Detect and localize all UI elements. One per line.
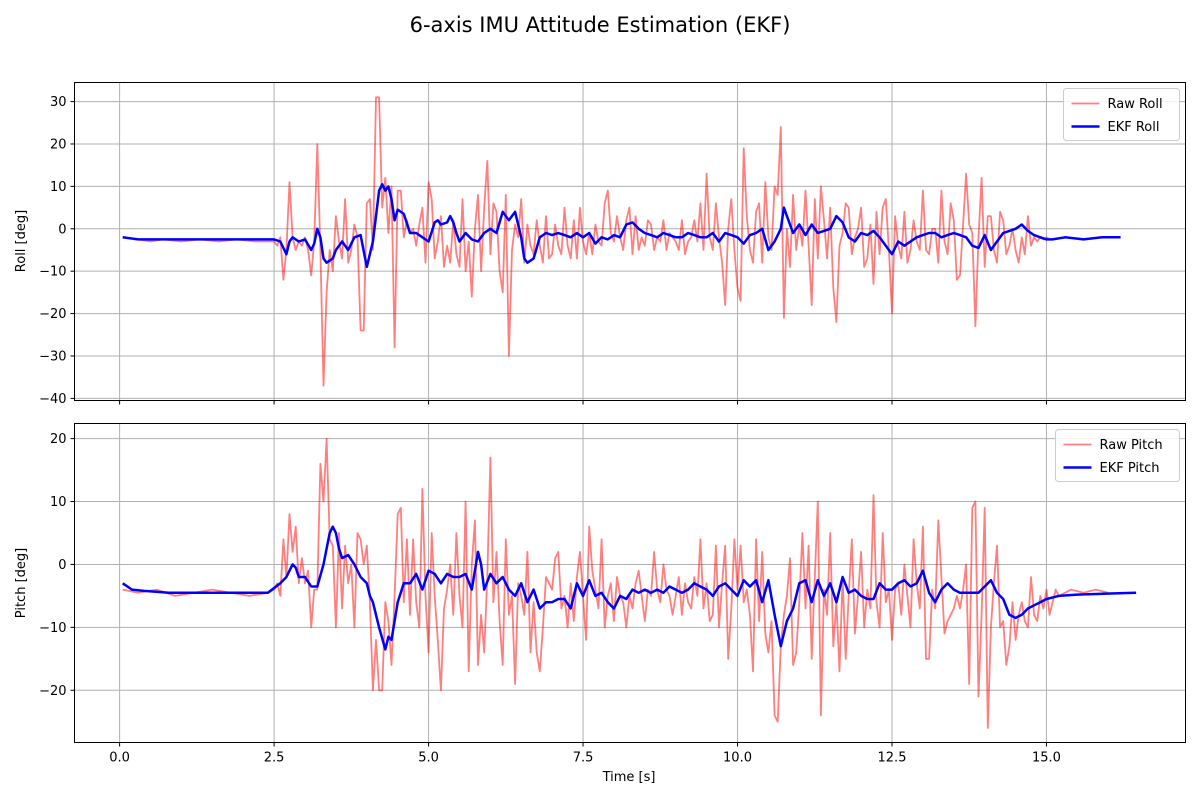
pitch-panel: 20 10 0 −10 −20 0.0 2.5 5.0 7.5 10.0 12.5 15.0 Pit… xyxy=(14,423,1186,766)
roll-y-tick-label: −40 xyxy=(39,392,66,407)
chart-title: 6-axis IMU Attitude Estimation (EKF) xyxy=(410,13,791,37)
x-tick-label: 0.0 xyxy=(109,751,130,766)
pitch-legend: Raw Pitch EKF Pitch xyxy=(1055,429,1180,482)
x-tick-label: 2.5 xyxy=(264,751,285,766)
pitch-legend-label: Raw Pitch xyxy=(1100,438,1163,453)
x-tick-label: 7.5 xyxy=(573,751,594,766)
pitch-axes-frame xyxy=(74,423,1186,743)
roll-y-tick-label: −30 xyxy=(39,349,66,364)
roll-grid xyxy=(74,82,1186,401)
pitch-ekf-line xyxy=(121,525,1137,651)
roll-y-tick-label: 30 xyxy=(50,95,67,110)
pitch-legend-label: EKF Pitch xyxy=(1100,461,1160,476)
pitch-x-axis: 0.0 2.5 5.0 7.5 10.0 12.5 15.0 xyxy=(109,742,1061,766)
x-tick-label: 12.5 xyxy=(878,751,907,766)
roll-y-label: Roll [deg] xyxy=(14,210,29,272)
pitch-y-axis: 20 10 0 −10 −20 xyxy=(39,432,75,699)
roll-y-axis: 30 20 10 0 −10 −20 −30 −40 xyxy=(39,95,75,407)
roll-ekf-line xyxy=(122,183,1121,269)
roll-raw-line xyxy=(122,96,1051,387)
roll-legend: Raw Roll EKF Roll xyxy=(1063,88,1180,141)
pitch-y-tick-label: −20 xyxy=(39,684,66,699)
roll-panel: 30 20 10 0 −10 −20 −30 −40 Roll [deg] Raw Roll E… xyxy=(14,82,1186,407)
roll-legend-label: Raw Roll xyxy=(1108,97,1163,112)
x-tick-label: 10.0 xyxy=(723,751,752,766)
pitch-raw-line xyxy=(122,437,1109,729)
roll-y-tick-label: 20 xyxy=(50,137,67,152)
roll-x-ticks xyxy=(119,400,1047,405)
pitch-y-tick-label: 0 xyxy=(58,558,66,573)
roll-y-tick-label: 10 xyxy=(50,180,67,195)
roll-series xyxy=(122,96,1121,387)
roll-y-tick-label: −20 xyxy=(39,307,66,322)
pitch-series xyxy=(121,437,1137,729)
roll-y-tick-label: −10 xyxy=(39,265,66,280)
roll-legend-label: EKF Roll xyxy=(1108,120,1160,135)
pitch-y-label: Pitch [deg] xyxy=(14,548,29,618)
roll-axes-frame xyxy=(74,82,1186,401)
x-tick-label: 5.0 xyxy=(418,751,439,766)
x-tick-label: 15.0 xyxy=(1032,751,1061,766)
x-axis-label: Time [s] xyxy=(602,770,656,785)
roll-y-tick-label: 0 xyxy=(58,222,66,237)
pitch-y-tick-label: −10 xyxy=(39,621,66,636)
pitch-grid xyxy=(74,423,1186,743)
pitch-y-tick-label: 10 xyxy=(50,495,67,510)
pitch-y-tick-label: 20 xyxy=(50,432,67,447)
